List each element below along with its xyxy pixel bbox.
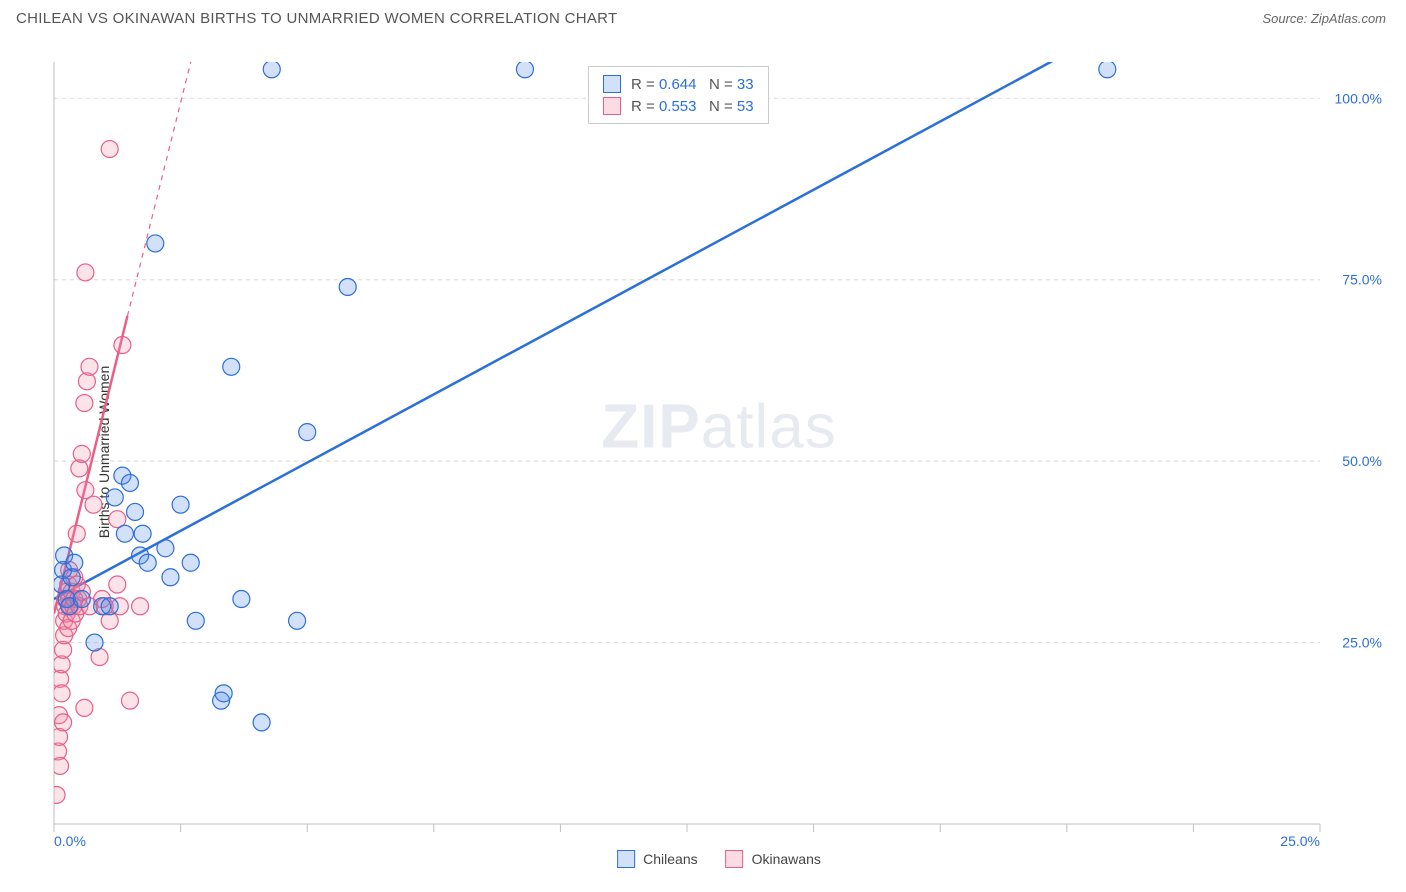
chart-area: Births to Unmarried Women 0.0%25.0%25.0%… [48, 40, 1390, 864]
series-legend: Chileans Okinawans [617, 850, 821, 868]
svg-text:75.0%: 75.0% [1342, 272, 1382, 288]
legend-label: Chileans [643, 851, 697, 867]
svg-text:25.0%: 25.0% [1342, 635, 1382, 651]
legend-item: Chileans [617, 850, 697, 868]
svg-text:50.0%: 50.0% [1342, 453, 1382, 469]
correlation-legend: R = 0.644 N = 33R = 0.553 N = 53 [588, 66, 769, 124]
chart-source: Source: ZipAtlas.com [1262, 11, 1386, 26]
legend-swatch [617, 850, 635, 868]
legend-swatch [603, 97, 621, 115]
legend-swatch [603, 75, 621, 93]
legend-label: Okinawans [752, 851, 821, 867]
legend-swatch [726, 850, 744, 868]
chart-header: CHILEAN VS OKINAWAN BIRTHS TO UNMARRIED … [0, 0, 1406, 33]
legend-row: R = 0.644 N = 33 [603, 73, 754, 95]
svg-text:100.0%: 100.0% [1335, 90, 1382, 106]
svg-text:0.0%: 0.0% [54, 833, 86, 849]
legend-row: R = 0.553 N = 53 [603, 95, 754, 117]
svg-text:25.0%: 25.0% [1280, 833, 1320, 849]
legend-item: Okinawans [726, 850, 821, 868]
chart-title: CHILEAN VS OKINAWAN BIRTHS TO UNMARRIED … [16, 10, 617, 27]
scatter-plot: 0.0% 25.0% 25.0% 50.0% 75.0% 100.0% [48, 40, 1390, 864]
